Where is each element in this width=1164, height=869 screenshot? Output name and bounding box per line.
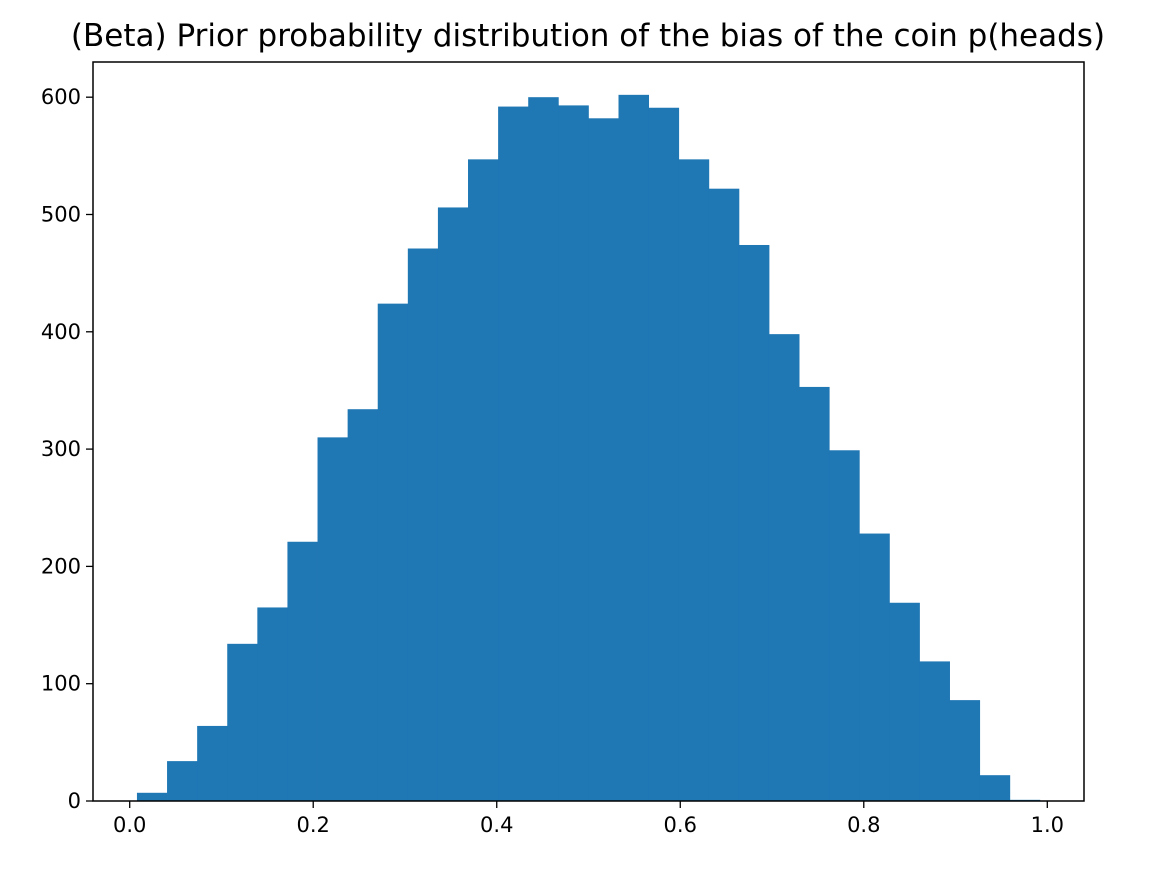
histogram-bar [618,94,650,802]
histogram-bar [197,725,228,801]
histogram-bar [347,409,379,801]
x-tick-label: 0.6 [664,813,697,837]
x-tick-label: 0.8 [847,813,880,837]
histogram-bar [889,602,920,801]
histogram-bar [859,533,890,801]
histogram-bar [528,97,559,801]
histogram-bar [799,386,830,801]
histogram-bar [738,244,770,802]
histogram-bar [648,107,680,801]
y-tick-label: 600 [41,85,81,109]
histogram-bar [257,607,288,801]
plot-frame [92,61,1085,802]
x-axis: 0.0 0.2 0.4 0.6 0.8 1.0 [113,801,1064,837]
histogram-bar [768,334,800,801]
histogram-bar [979,775,1011,801]
histogram-bar [317,437,349,801]
y-tick-label: 200 [41,554,81,578]
histogram-bar [678,159,710,802]
histogram-bar [377,303,409,801]
histogram-bar [829,450,860,801]
histogram-bar [136,792,168,801]
histogram-bar [227,643,258,801]
histogram-bar [708,188,740,801]
bars-group [136,94,1041,802]
x-tick-label: 0.2 [297,813,330,837]
histogram-bar [437,207,469,801]
x-tick-label: 0.0 [113,813,146,837]
histogram-bar [558,105,589,801]
y-tick-label: 300 [41,437,81,461]
y-tick-label: 0 [68,789,81,813]
histogram-bar [498,106,529,801]
histogram-bar [407,248,439,801]
histogram-bar [468,159,499,802]
histogram-bar [949,700,981,801]
histogram-bar [919,661,950,801]
histogram-bar [167,761,198,801]
y-tick-label: 500 [41,202,81,226]
y-axis: 0 100 200 300 400 500 600 [41,85,93,813]
y-tick-label: 400 [41,320,81,344]
chart-title: (Beta) Prior probability distribution of… [71,18,1105,54]
histogram-bar [588,118,619,802]
histogram-bar [287,541,318,801]
x-tick-label: 1.0 [1031,813,1064,837]
y-tick-label: 100 [41,672,81,696]
x-tick-label: 0.4 [480,813,513,837]
